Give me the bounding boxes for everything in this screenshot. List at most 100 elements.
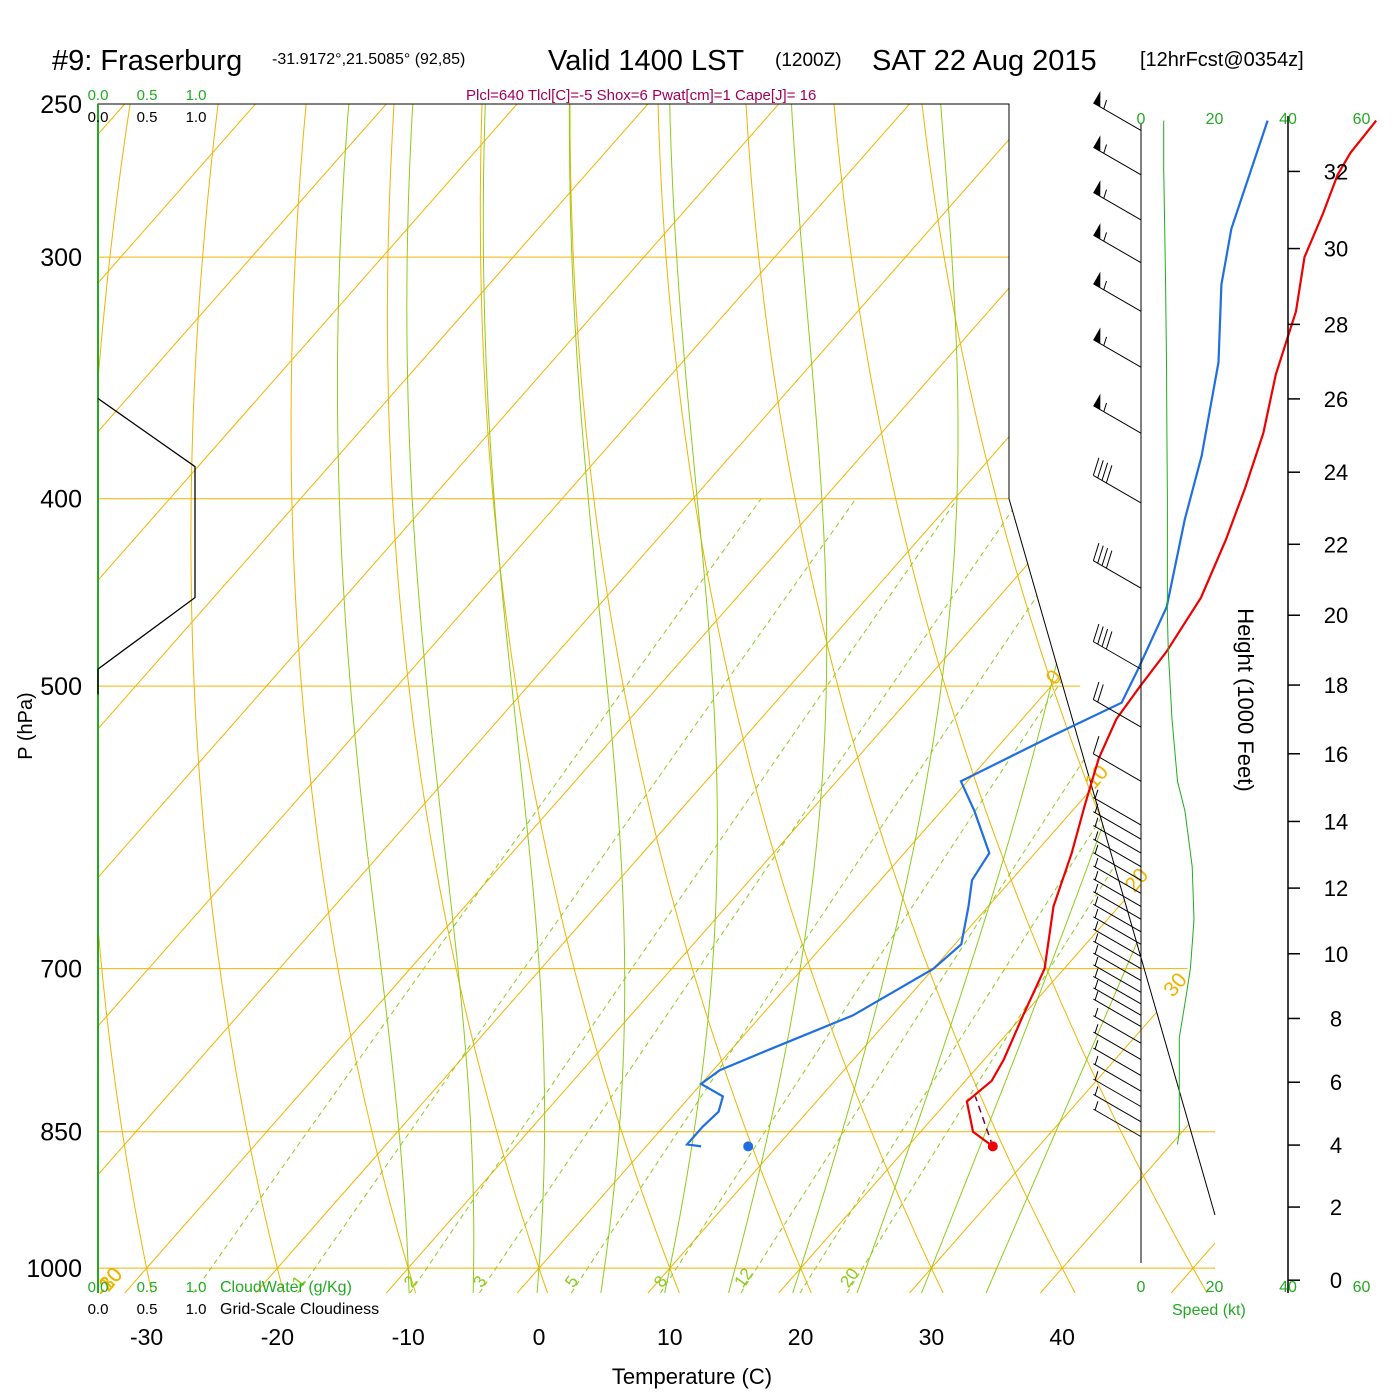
temperature-tick-label: -30 [130, 1324, 163, 1350]
height-tick-label: 18 [1324, 673, 1348, 698]
profile-lines [684, 119, 1378, 1152]
pressure-tick-label: 250 [40, 91, 82, 119]
temperature-tick-label: 0 [533, 1324, 546, 1350]
cloudiness-top-tick: 0.0 [88, 109, 109, 126]
wind-barb [1093, 1101, 1142, 1138]
station-coords: -31.9172°,21.5085° (92,85) [272, 51, 465, 68]
forecast-label: [12hrFcst@0354z] [1140, 49, 1304, 71]
height-tick-label: 10 [1324, 942, 1348, 967]
dewpoint-profile [684, 120, 1269, 1148]
station-title: #9: Fraserburg [52, 45, 242, 77]
valid-date: SAT 22 Aug 2015 [872, 45, 1097, 77]
wind-barb [1093, 883, 1142, 920]
isotherm-line [98, 104, 387, 1293]
isotherm-line [778, 104, 1215, 1293]
wind-barb [1093, 90, 1142, 131]
wind-barb [1093, 803, 1142, 840]
cloudwater-bottom-tick: 0.5 [137, 1279, 158, 1296]
temperature-tick-label: -20 [261, 1324, 294, 1350]
isotherm-line [98, 104, 649, 1293]
speed-bottom-tick: 0 [1137, 1279, 1146, 1296]
mixing-ratio-line [570, 498, 1104, 1293]
speed-bottom-tick: 40 [1279, 1279, 1297, 1296]
wind-barb [1093, 135, 1142, 176]
cloudwater-top-tick: 0.0 [88, 87, 109, 104]
isotherm-line [98, 104, 910, 1293]
isotherm-line [98, 104, 780, 1293]
dry-adiabat [290, 104, 417, 1293]
dry-adiabat [1185, 104, 1215, 1293]
height-tick-label: 26 [1324, 387, 1348, 412]
height-tick-label: 30 [1324, 237, 1348, 262]
pressure-tick-label: 300 [40, 244, 82, 272]
wind-barb [1093, 831, 1142, 868]
valid-time: Valid 1400 LST [548, 45, 744, 77]
moist-adiabat [856, 104, 1119, 1293]
wind-barb [1093, 327, 1142, 368]
height-tick-label: 32 [1324, 159, 1348, 184]
speed-bottom-tick: 60 [1353, 1279, 1371, 1296]
height-tick-label: 24 [1324, 460, 1348, 485]
wind-barb [1093, 1024, 1142, 1060]
speed-top-tick: 0 [1137, 111, 1146, 128]
moist-adiabat [568, 104, 626, 1293]
wind-barb [1093, 223, 1142, 264]
temperature-tick-label: 20 [788, 1324, 814, 1350]
wind-barb [1093, 908, 1142, 945]
isotherm-line [385, 104, 1215, 1293]
dry-adiabat [98, 104, 153, 1293]
wind-barb [1093, 817, 1142, 854]
isotherm-line [1170, 104, 1215, 1293]
speed-top-tick: 20 [1206, 111, 1224, 128]
dry-adiabat [833, 104, 1208, 1293]
wind-barb [1093, 180, 1142, 221]
moist-adiabat [406, 104, 475, 1293]
height-axis-label: Height (1000 Feet) [1233, 608, 1258, 791]
temperature-profile [965, 119, 1378, 1148]
wind-barb [1092, 623, 1142, 670]
mixing-ratio-line [799, 498, 1215, 1293]
cloudiness-bottom-tick: 1.0 [186, 1301, 207, 1318]
dry-adiabat [190, 104, 285, 1293]
dry-adiabat [569, 104, 812, 1293]
wind-barb [1093, 870, 1142, 907]
speed-bottom-tick: 20 [1206, 1279, 1224, 1296]
mixing-ratio-line [660, 498, 1184, 1293]
temperature-tick-label: 10 [657, 1324, 683, 1350]
wind-barb [1093, 789, 1142, 826]
labels: #9: Fraserburg -31.9172°,21.5085° (92,85… [15, 45, 1371, 1389]
stability-indices: Plcl=640 Tlcl[C]=-5 Shox=6 Pwat[cm]=1 Ca… [466, 87, 816, 104]
mixing-ratio-line [297, 498, 857, 1293]
dry-adiabat [1274, 104, 1400, 1293]
isotherm-label: 20 [1121, 864, 1154, 897]
wind-barb [1093, 1055, 1142, 1092]
speed-top-tick: 40 [1279, 111, 1297, 128]
moist-adiabat [792, 104, 959, 1293]
pressure-tick-label: 400 [40, 486, 82, 514]
height-tick-label: 12 [1324, 876, 1348, 901]
parcel-path [974, 1096, 994, 1147]
wind-barb [1093, 945, 1142, 981]
wind-barb [1093, 991, 1142, 1028]
dry-adiabat [386, 104, 548, 1293]
isotherm-line [255, 104, 1215, 1293]
moist-adiabat [337, 104, 410, 1293]
wind-barb [1092, 736, 1142, 782]
height-tick-label: 20 [1324, 603, 1348, 628]
dry-adiabat [657, 104, 944, 1293]
pressure-tick-label: 500 [40, 673, 82, 701]
cloudiness-profile [97, 397, 196, 695]
mixing-ratio-line [192, 498, 762, 1293]
temperature-tick-label: 40 [1049, 1324, 1075, 1350]
wind-barb [1093, 857, 1142, 894]
cloudwater-bottom-tick: 0.0 [88, 1279, 109, 1296]
surface-dewpoint-marker [743, 1141, 754, 1152]
wind-barb [1093, 1007, 1142, 1044]
wind-speed-profile [1163, 120, 1195, 1145]
height-tick-label: 16 [1324, 742, 1348, 767]
height-tick-label: 2 [1330, 1195, 1342, 1220]
cloudwater-bottom-tick: 1.0 [186, 1279, 207, 1296]
height-tick-label: 28 [1324, 312, 1348, 337]
pressure-tick-label: 700 [40, 956, 82, 984]
